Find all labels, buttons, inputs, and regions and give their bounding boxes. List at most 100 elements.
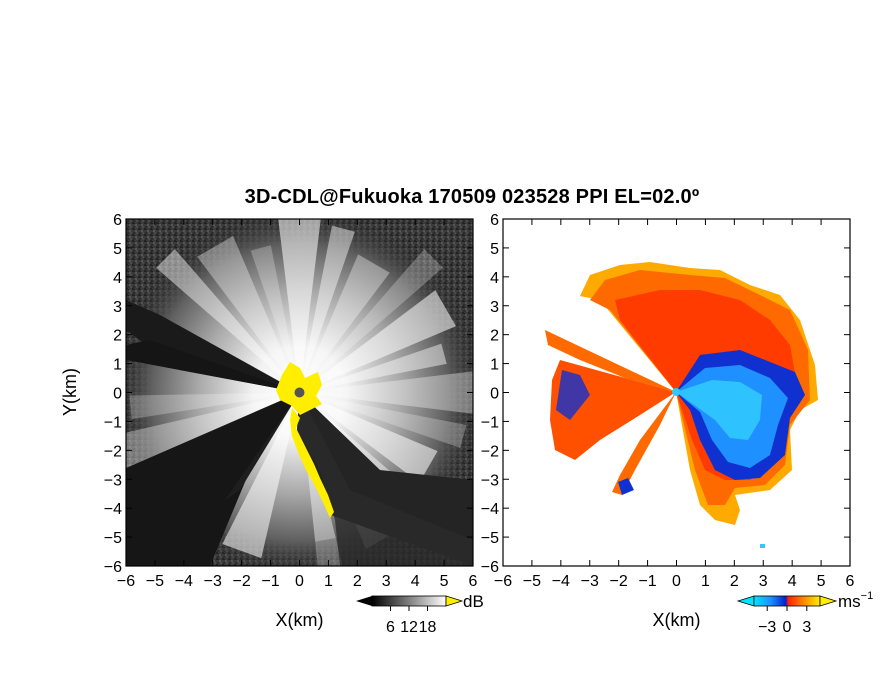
bright-spoke (299, 249, 443, 393)
colorbar-tick-label: 12 (400, 619, 418, 636)
y-tick-label: 5 (490, 241, 499, 258)
y-tick-label: −3 (481, 472, 499, 489)
x-tick-label: 1 (324, 573, 333, 590)
bright-spoke (299, 290, 456, 393)
x-tick-label: 6 (469, 573, 478, 590)
y-tick-label: −1 (104, 414, 122, 431)
y-tick-label: −6 (104, 559, 122, 576)
y-tick-label: 0 (490, 386, 499, 403)
x-tick-label: 2 (730, 573, 739, 590)
left-panel: −6 −5 −4 −3 −2 −1 0 1 2 3 4 5 6 6 5 4 3 2 1 0 −1 −2 −3 −4 −5 −6 X… (60, 212, 478, 630)
bright-spoke (299, 371, 473, 414)
velocity-lobe (612, 392, 676, 495)
right-colorbar: −3 0 3 ms−1 (736, 590, 873, 636)
bright-spoke (250, 245, 300, 393)
right-colorbar-unit: ms−1 (838, 590, 873, 611)
x-tick-label: −5 (523, 573, 541, 590)
left-heatmap (126, 219, 473, 566)
y-tick-label: 4 (490, 270, 499, 287)
y-tick-label: −4 (104, 501, 122, 518)
x-tick-label: 2 (353, 573, 362, 590)
left-axis-ticks: −6 −5 −4 −3 −2 −1 0 1 2 3 4 5 6 6 5 4 3 2 1 0 −1 −2 −3 −4 −5 −6 (104, 212, 478, 590)
bright-spoke (197, 236, 300, 393)
y-tick-label: 3 (113, 299, 122, 316)
shadow-wedge (297, 392, 473, 566)
x-tick-label: −1 (638, 573, 656, 590)
y-tick-label: 2 (113, 328, 122, 345)
x-tick-label: −2 (610, 573, 628, 590)
x-tick-label: −3 (204, 573, 222, 590)
shadow-wedge (126, 392, 300, 566)
y-tick-label: 6 (113, 212, 122, 229)
velocity-lobe-blue (556, 370, 590, 420)
velocity-lobe-blue (618, 478, 634, 495)
bright-spoke (129, 392, 300, 420)
y-tick-label: 2 (490, 328, 499, 345)
figure-title: 3D-CDL@Fukuoka 170509 023528 PPI EL=02.0… (244, 186, 700, 208)
bright-spoke (299, 392, 438, 483)
x-tick-label: 1 (701, 573, 710, 590)
y-tick-label: −1 (481, 414, 499, 431)
left-colorbar: 6 12 18 dB (356, 592, 484, 636)
y-tick-label: 5 (113, 241, 122, 258)
radar-center (294, 387, 305, 398)
x-tick-label: −6 (494, 573, 512, 590)
bright-spoke (299, 254, 390, 393)
y-tick-label: 4 (113, 270, 122, 287)
velocity-lobe (545, 330, 676, 392)
shadow-wedge (126, 300, 300, 393)
velocity-negative-strong (676, 380, 762, 440)
y-tick-label: −5 (481, 530, 499, 547)
bright-spoke (278, 219, 321, 393)
x-tick-label: −5 (146, 573, 164, 590)
bright-spoke (222, 392, 300, 559)
x-tick-label: 4 (411, 573, 420, 590)
y-tick-label: −6 (481, 559, 499, 576)
left-colorbar-unit: dB (463, 592, 484, 611)
right-heatmap (545, 262, 818, 548)
x-tick-label: 3 (759, 573, 768, 590)
right-panel: −6 −5 −4 −3 −2 −1 0 1 2 3 4 5 6 6 5 4 3 2 1 0 −1 −2 −3 −4 −5 −6 X… (481, 212, 855, 630)
right-axis-ticks: −6 −5 −4 −3 −2 −1 0 1 2 3 4 5 6 6 5 4 3 2 1 0 −1 −2 −3 −4 −5 −6 (481, 212, 855, 590)
y-tick-label: −2 (481, 443, 499, 460)
y-tick-label: 3 (490, 299, 499, 316)
y-tick-label: 1 (113, 357, 122, 374)
right-x-axis-label: X(km) (653, 610, 701, 630)
colorbar-tick-label: 3 (802, 619, 811, 636)
x-tick-label: −2 (233, 573, 251, 590)
x-tick-label: 3 (382, 573, 391, 590)
x-tick-label: 0 (672, 573, 681, 590)
y-tick-label: −4 (481, 501, 499, 518)
y-tick-label: −5 (104, 530, 122, 547)
high-value-streak (290, 408, 334, 518)
x-tick-label: 6 (846, 573, 855, 590)
x-tick-label: 0 (295, 573, 304, 590)
colorbar-tick-label: 0 (783, 619, 792, 636)
y-tick-label: −3 (104, 472, 122, 489)
bright-spoke (299, 343, 447, 393)
x-tick-label: −6 (117, 573, 135, 590)
y-tick-label: 6 (490, 212, 499, 229)
y-tick-label: 0 (113, 386, 122, 403)
y-tick-label: −2 (104, 443, 122, 460)
colorbar-tick-label: 18 (419, 619, 437, 636)
x-tick-label: 4 (788, 573, 797, 590)
y-tick-label: 1 (490, 357, 499, 374)
shadow-wedge (225, 392, 300, 500)
x-tick-label: −3 (581, 573, 599, 590)
bright-spoke (299, 225, 355, 393)
shadow-wedge (126, 340, 300, 393)
x-tick-label: −4 (175, 573, 193, 590)
x-tick-label: −1 (261, 573, 279, 590)
x-tick-label: −4 (552, 573, 570, 590)
bright-spoke (299, 392, 467, 448)
left-y-axis-label: Y(km) (60, 368, 80, 416)
x-tick-label: 5 (817, 573, 826, 590)
left-x-axis-label: X(km) (276, 610, 324, 630)
velocity-speck (760, 544, 765, 548)
bright-spoke (156, 249, 300, 393)
colorbar-tick-label: −3 (758, 619, 776, 636)
x-tick-label: 5 (440, 573, 449, 590)
radar-center (672, 388, 680, 396)
